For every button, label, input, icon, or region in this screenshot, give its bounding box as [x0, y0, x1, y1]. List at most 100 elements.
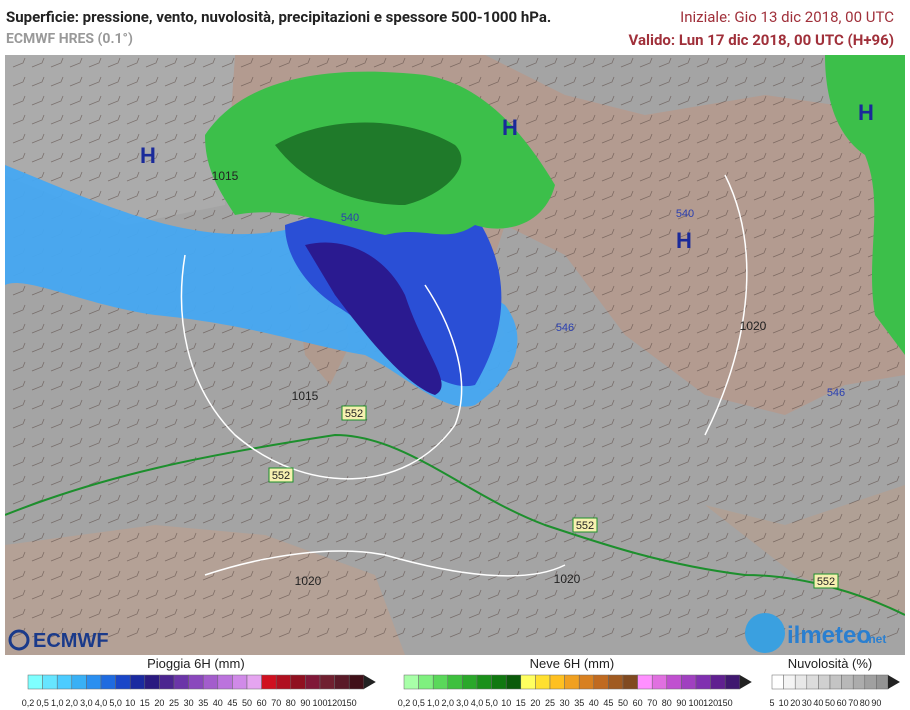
wind-barb — [582, 494, 596, 505]
wind-barb — [297, 551, 311, 562]
wind-barb — [715, 133, 729, 144]
wind-barb — [658, 171, 672, 182]
wind-barb — [791, 209, 805, 220]
wind-barb — [791, 228, 805, 239]
thickness-label: 552 — [272, 470, 290, 482]
wind-barb — [88, 399, 102, 410]
wind-barb — [810, 608, 824, 619]
wind-barb — [601, 361, 615, 372]
wind-barb — [696, 418, 710, 429]
wind-barb — [392, 589, 406, 600]
wind-barb — [658, 513, 672, 524]
legend-swatch — [115, 674, 131, 690]
wind-barb — [221, 76, 235, 87]
land — [705, 485, 905, 615]
init-time: Iniziale: Gio 13 dic 2018, 00 UTC — [680, 8, 894, 26]
wind-barb — [563, 114, 577, 125]
wind-barb — [145, 437, 159, 448]
wind-barb — [772, 76, 786, 87]
legend-swatch — [806, 674, 819, 690]
wind-barb — [354, 570, 368, 581]
wind-barb — [582, 608, 596, 619]
wind-barb — [126, 570, 140, 581]
wind-barb — [107, 532, 121, 543]
legend-step: 90 — [676, 698, 686, 708]
wind-barb — [373, 627, 387, 638]
wind-barb — [392, 437, 406, 448]
wind-barb — [449, 589, 463, 600]
wind-barb — [677, 627, 691, 638]
wind-barb — [791, 437, 805, 448]
wind-barb — [563, 323, 577, 334]
legend-swatch — [159, 674, 175, 690]
wind-barb — [202, 608, 216, 619]
legend-step: 20 — [530, 698, 540, 708]
wind-barb — [278, 627, 292, 638]
wind-barb — [715, 399, 729, 410]
wind-barb — [734, 532, 748, 543]
high-pressure: H — [676, 228, 692, 253]
wind-barb — [658, 361, 672, 372]
wind-barb — [639, 133, 653, 144]
wind-barb — [107, 551, 121, 562]
wind-barb — [183, 190, 197, 201]
thickness-label: 546 — [827, 387, 845, 399]
wind-barb — [506, 57, 520, 68]
wind-barb — [772, 247, 786, 258]
wind-barb — [715, 57, 729, 68]
wind-barb — [69, 570, 83, 581]
wind-barb — [335, 456, 349, 467]
wind-barb — [772, 323, 786, 334]
wind-barb — [620, 570, 634, 581]
wind-barb — [31, 589, 45, 600]
legend-swatch — [476, 674, 492, 690]
wind-barb — [392, 380, 406, 391]
wind-barb — [221, 361, 235, 372]
wind-barb — [506, 399, 520, 410]
isobar-label: 1015 — [212, 169, 239, 183]
thickness-box — [341, 405, 367, 421]
wind-barb — [449, 551, 463, 562]
wind-barb — [810, 418, 824, 429]
legend-swatch — [100, 674, 116, 690]
wind-barb — [563, 209, 577, 220]
wind-barb — [525, 266, 539, 277]
wind-barb — [183, 380, 197, 391]
wind-barb — [88, 437, 102, 448]
wind-barb — [601, 95, 615, 106]
wind-barb — [886, 627, 900, 638]
wind-barb — [107, 399, 121, 410]
wind-barb — [335, 475, 349, 486]
wind-barb — [468, 608, 482, 619]
wind-barb — [126, 95, 140, 106]
thickness-box — [813, 573, 839, 589]
wind-barb — [107, 152, 121, 163]
wind-barb — [354, 608, 368, 619]
wind-barb — [202, 342, 216, 353]
wind-barb — [487, 532, 501, 543]
wind-barb — [202, 513, 216, 524]
legend-swatch — [217, 674, 233, 690]
wind-barb — [772, 228, 786, 239]
wind-barb — [810, 266, 824, 277]
wind-barb — [259, 437, 273, 448]
wind-barb — [50, 323, 64, 334]
legend-step: 0,2 — [398, 698, 411, 708]
wind-barb — [734, 513, 748, 524]
ecmwf-text: ECMWF — [33, 630, 109, 652]
wind-barb — [810, 76, 824, 87]
wind-barb — [373, 494, 387, 505]
wind-barb — [658, 456, 672, 467]
wind-barb — [544, 627, 558, 638]
wind-barb — [582, 171, 596, 182]
wind-barb — [69, 380, 83, 391]
wind-barb — [183, 361, 197, 372]
wind-barb — [563, 152, 577, 163]
wind-barb — [734, 475, 748, 486]
wind-barb — [31, 399, 45, 410]
wind-barb — [582, 627, 596, 638]
wind-barb — [335, 57, 349, 68]
wind-barb — [240, 361, 254, 372]
legend-step: 25 — [545, 698, 555, 708]
high-pressure: H — [140, 143, 156, 168]
